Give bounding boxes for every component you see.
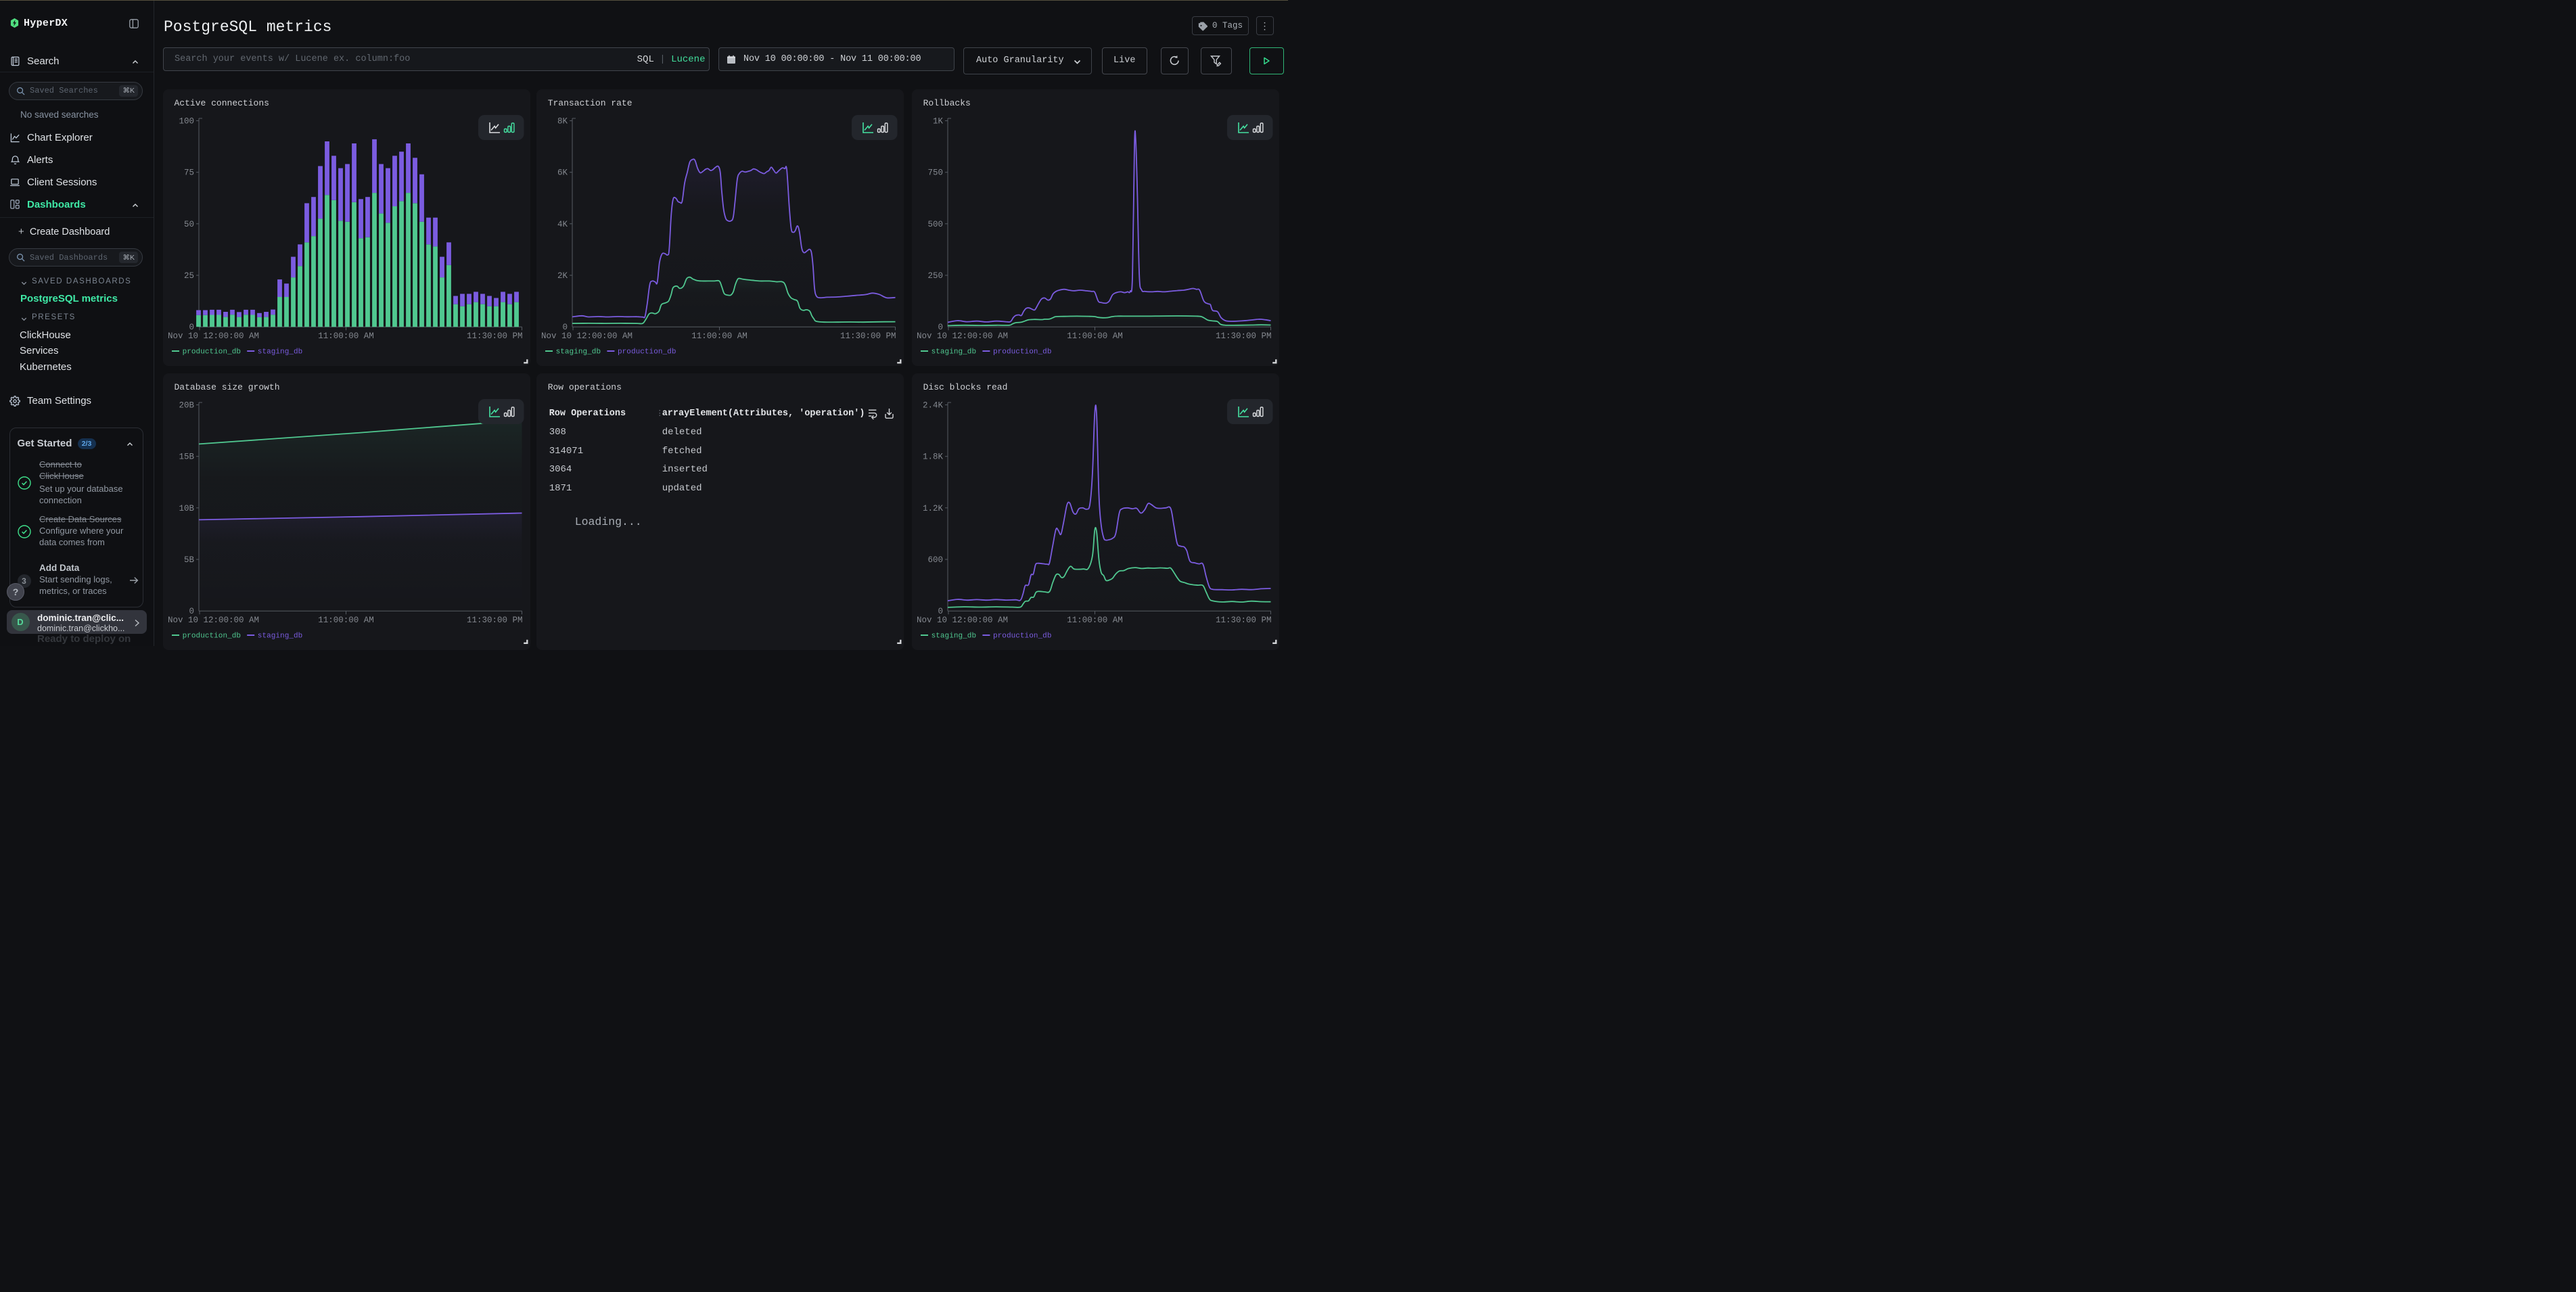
svg-text:0: 0 — [189, 607, 194, 616]
svg-text:0: 0 — [938, 607, 943, 616]
svg-text:750: 750 — [927, 168, 943, 178]
svg-text:Nov 10 12:00:00 AM: Nov 10 12:00:00 AM — [917, 616, 1008, 625]
svg-text:Nov 10 12:00:00 AM: Nov 10 12:00:00 AM — [541, 331, 632, 341]
svg-text:Nov 10 12:00:00 AM: Nov 10 12:00:00 AM — [168, 331, 259, 341]
svg-text:production_db: production_db — [182, 348, 240, 356]
svg-text:staging_db: staging_db — [257, 632, 302, 641]
svg-text:50: 50 — [183, 220, 193, 229]
svg-text:production_db: production_db — [618, 348, 676, 356]
svg-text:10B: 10B — [179, 504, 194, 513]
svg-text:11:30:00 PM: 11:30:00 PM — [1216, 331, 1272, 341]
svg-text:11:00:00 AM: 11:00:00 AM — [318, 616, 374, 625]
svg-text:11:30:00 PM: 11:30:00 PM — [840, 331, 896, 341]
svg-text:11:30:00 PM: 11:30:00 PM — [466, 616, 522, 625]
svg-text:11:00:00 AM: 11:00:00 AM — [318, 331, 374, 341]
svg-text:1K: 1K — [933, 117, 944, 126]
svg-text:15B: 15B — [179, 453, 194, 462]
svg-text:100: 100 — [179, 117, 194, 126]
svg-text:11:00:00 AM: 11:00:00 AM — [1067, 616, 1123, 625]
svg-text:8K: 8K — [557, 117, 568, 126]
svg-text:25: 25 — [183, 271, 193, 281]
svg-text:4K: 4K — [557, 220, 568, 229]
svg-text:75: 75 — [183, 168, 193, 178]
svg-text:production_db: production_db — [182, 632, 240, 641]
svg-text:0: 0 — [189, 323, 194, 332]
svg-text:2K: 2K — [557, 271, 568, 281]
svg-text:11:00:00 AM: 11:00:00 AM — [1067, 331, 1123, 341]
svg-text:Nov 10 12:00:00 AM: Nov 10 12:00:00 AM — [168, 616, 259, 625]
svg-text:6K: 6K — [557, 168, 568, 178]
svg-text:1.8K: 1.8K — [923, 453, 944, 462]
svg-text:500: 500 — [927, 220, 943, 229]
svg-text:20B: 20B — [179, 401, 194, 411]
svg-text:0: 0 — [938, 323, 943, 332]
svg-text:production_db: production_db — [993, 632, 1051, 641]
svg-text:staging_db: staging_db — [931, 632, 976, 641]
svg-text:0: 0 — [562, 323, 568, 332]
svg-text:11:30:00 PM: 11:30:00 PM — [1216, 616, 1272, 625]
svg-text:5B: 5B — [183, 555, 194, 565]
svg-text:11:30:00 PM: 11:30:00 PM — [466, 331, 522, 341]
svg-text:11:00:00 AM: 11:00:00 AM — [691, 331, 748, 341]
svg-text:600: 600 — [927, 555, 943, 565]
svg-text:Nov 10 12:00:00 AM: Nov 10 12:00:00 AM — [917, 331, 1008, 341]
svg-text:staging_db: staging_db — [257, 348, 302, 356]
svg-text:production_db: production_db — [993, 348, 1051, 356]
svg-text:1.2K: 1.2K — [923, 504, 944, 513]
svg-text:staging_db: staging_db — [931, 348, 976, 356]
svg-text:2.4K: 2.4K — [923, 401, 944, 411]
svg-text:staging_db: staging_db — [555, 348, 601, 356]
svg-text:250: 250 — [927, 271, 943, 281]
